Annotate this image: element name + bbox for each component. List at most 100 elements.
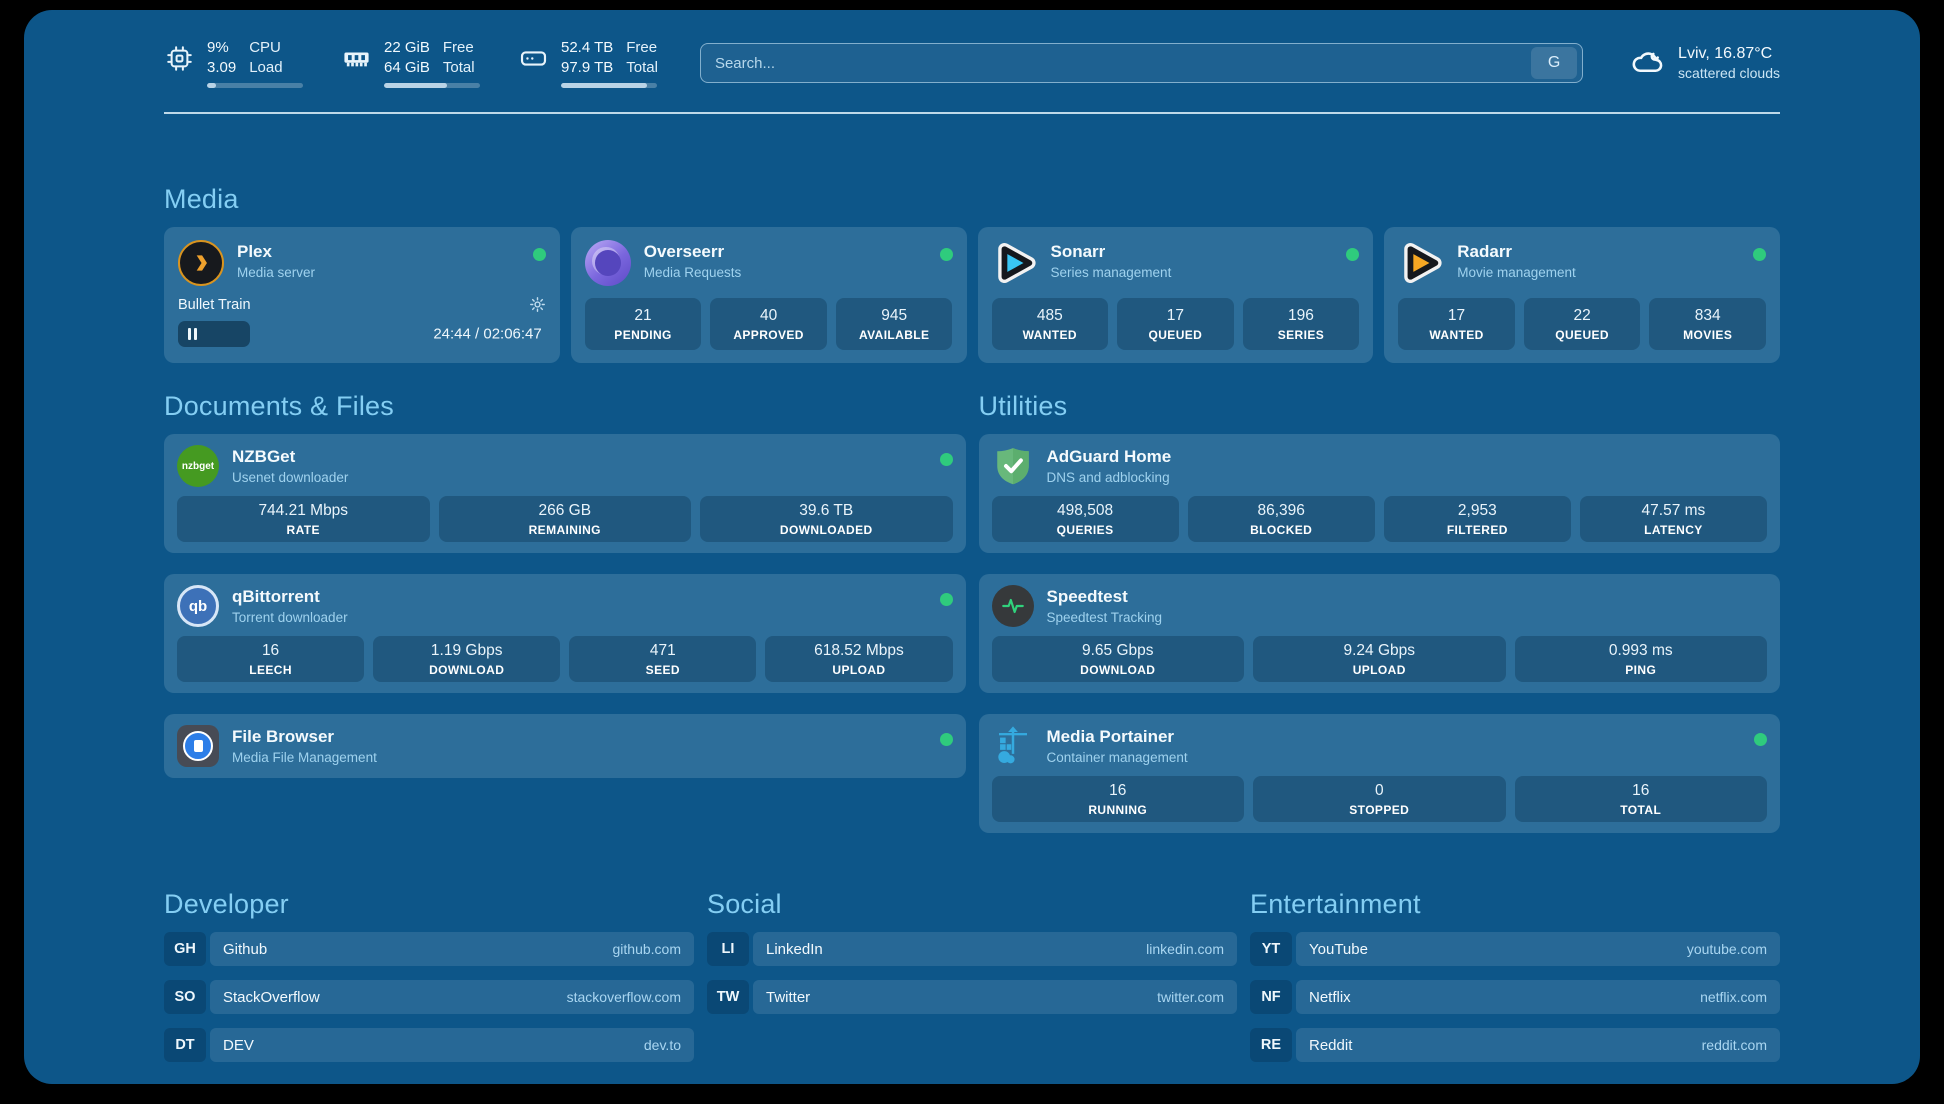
app-card-radarr[interactable]: Radarr Movie management 17 WANTED 22 QUE… bbox=[1384, 227, 1780, 363]
ram-total-value: 64 GiB bbox=[384, 59, 430, 76]
app-name: AdGuard Home bbox=[1046, 447, 1172, 466]
stat-queued: 22 QUEUED bbox=[1523, 298, 1641, 350]
stat-upload: 618.52 Mbps UPLOAD bbox=[765, 636, 953, 682]
stat-blocked: 86,396 BLOCKED bbox=[1187, 496, 1375, 542]
stat-queries: 498,508 QUERIES bbox=[991, 496, 1179, 542]
weather-widget: Lviv, 16.87°C scattered clouds bbox=[1629, 43, 1780, 84]
status-dot bbox=[939, 593, 953, 606]
ram-stat: 22 GiB 64 GiB Free Total bbox=[341, 38, 480, 89]
app-name: Sonarr bbox=[1050, 242, 1106, 261]
link-url: dev.to bbox=[643, 1037, 681, 1053]
speedtest-icon bbox=[991, 585, 1034, 627]
cpu-progress-fill bbox=[207, 83, 216, 89]
link-row-youtube[interactable]: YT YouTube youtube.com bbox=[1250, 932, 1780, 966]
sonarr-icon bbox=[992, 240, 1038, 286]
app-name: Overseerr bbox=[643, 242, 725, 261]
now-playing-title: Bullet Train bbox=[178, 296, 251, 313]
link-name: Twitter bbox=[766, 988, 811, 1006]
link-section-entertainment: Entertainment YT YouTube youtube.com NF … bbox=[1250, 889, 1780, 1076]
link-url: youtube.com bbox=[1686, 941, 1767, 957]
app-card-overseerr[interactable]: Overseerr Media Requests 21 PENDING 40 A… bbox=[570, 227, 967, 363]
stat-total: 16 TOTAL bbox=[1514, 776, 1767, 822]
playback-progress-bar[interactable]: 24:44 / 02:06:47 bbox=[178, 321, 546, 347]
app-subtitle: Series management bbox=[1050, 265, 1172, 280]
link-row-linkedin[interactable]: LI LinkedIn linkedin.com bbox=[707, 932, 1237, 966]
app-name: Plex bbox=[237, 242, 272, 261]
qbittorrent-icon: qb bbox=[177, 585, 219, 627]
ram-progress-fill bbox=[384, 83, 448, 89]
disk-total-label: Total bbox=[626, 59, 658, 76]
section-title-media: Media bbox=[164, 184, 239, 214]
disk-progress-bar bbox=[561, 83, 657, 89]
status-dot bbox=[1346, 248, 1360, 261]
app-card-nzbget[interactable]: nzbget NZBGet Usenet downloader 744.21 M… bbox=[164, 434, 966, 553]
cpu-icon bbox=[164, 45, 194, 72]
playback-progress-fill bbox=[178, 321, 251, 347]
app-subtitle: DNS and adblocking bbox=[1046, 470, 1170, 485]
gear-icon[interactable] bbox=[529, 296, 546, 313]
link-row-reddit[interactable]: RE Reddit reddit.com bbox=[1250, 1028, 1780, 1062]
stat-wanted: 17 WANTED bbox=[1398, 298, 1515, 350]
search-bar[interactable]: G bbox=[699, 43, 1584, 83]
app-card-portainer[interactable]: Media Portainer Container management 16 … bbox=[978, 714, 1780, 833]
link-abbr: GH bbox=[164, 932, 206, 966]
stat-downloaded: 39.6 TB DOWNLOADED bbox=[700, 496, 953, 542]
app-card-adguard[interactable]: AdGuard Home DNS and adblocking 498,508 … bbox=[978, 434, 1780, 553]
link-url: github.com bbox=[612, 941, 681, 957]
app-name: NZBGet bbox=[232, 447, 296, 466]
cpu-usage-label: CPU bbox=[249, 38, 281, 56]
link-row-dev[interactable]: DT DEV dev.to bbox=[164, 1028, 694, 1062]
disk-icon bbox=[518, 44, 548, 73]
link-name: DEV bbox=[223, 1036, 254, 1054]
stat-running: 16 RUNNING bbox=[991, 776, 1244, 822]
app-subtitle: Media File Management bbox=[232, 750, 377, 765]
link-url: reddit.com bbox=[1701, 1037, 1767, 1053]
link-row-netflix[interactable]: NF Netflix netflix.com bbox=[1250, 980, 1780, 1014]
stat-queued: 17 QUEUED bbox=[1117, 298, 1234, 350]
cpu-load-label: Load bbox=[249, 59, 283, 76]
cloud-icon bbox=[1629, 43, 1665, 84]
adguard-icon bbox=[992, 445, 1034, 487]
stat-ping: 0.993 ms PING bbox=[1514, 636, 1767, 682]
status-dot bbox=[939, 453, 953, 466]
stat-latency: 47.57 ms LATENCY bbox=[1579, 496, 1767, 542]
link-section-social: Social LI LinkedIn linkedin.com TW Twitt… bbox=[707, 889, 1237, 1076]
app-card-sonarr[interactable]: Sonarr Series management 485 WANTED 17 Q… bbox=[977, 227, 1374, 363]
link-name: StackOverflow bbox=[223, 988, 320, 1006]
radarr-icon bbox=[1398, 240, 1444, 286]
search-engine-button[interactable]: G bbox=[1531, 47, 1578, 79]
stat-rate: 744.21 Mbps RATE bbox=[177, 496, 430, 542]
pause-icon[interactable] bbox=[188, 328, 191, 340]
cpu-usage-value: 9% bbox=[207, 38, 229, 56]
section-title-developer: Developer bbox=[164, 889, 289, 919]
stat-remaining: 266 GB REMAINING bbox=[438, 496, 691, 542]
app-card-speedtest[interactable]: Speedtest Speedtest Tracking 9.65 Gbps D… bbox=[978, 574, 1780, 693]
app-subtitle: Usenet downloader bbox=[232, 470, 349, 485]
weather-location-temp: Lviv, 16.87°C bbox=[1678, 44, 1773, 62]
dashboard-page: 9% 3.09 CPU Load bbox=[24, 10, 1920, 1084]
app-card-plex[interactable]: Plex Media server Bullet Train bbox=[164, 227, 560, 363]
link-name: Github bbox=[223, 940, 268, 958]
link-row-github[interactable]: GH Github github.com bbox=[164, 932, 694, 966]
app-name: Speedtest bbox=[1046, 587, 1128, 606]
stat-download: 9.65 Gbps DOWNLOAD bbox=[991, 636, 1244, 682]
app-subtitle: Speedtest Tracking bbox=[1046, 610, 1163, 625]
app-card-filebrowser[interactable]: File Browser Media File Management bbox=[164, 714, 966, 778]
disk-free-label: Free bbox=[626, 38, 658, 56]
status-dot bbox=[1754, 733, 1767, 746]
app-subtitle: Media Requests bbox=[643, 265, 742, 280]
link-abbr: YT bbox=[1250, 932, 1292, 966]
ram-free-label: Free bbox=[442, 38, 474, 56]
cpu-progress-bar bbox=[207, 83, 303, 89]
overseerr-icon bbox=[584, 240, 631, 286]
link-name: Netflix bbox=[1309, 988, 1351, 1006]
status-dot bbox=[939, 248, 953, 261]
link-row-stackoverflow[interactable]: SO StackOverflow stackoverflow.com bbox=[164, 980, 694, 1014]
search-input[interactable] bbox=[714, 54, 1532, 72]
stat-stopped: 0 STOPPED bbox=[1253, 776, 1506, 822]
app-card-qbittorrent[interactable]: qb qBittorrent Torrent downloader 16 bbox=[164, 574, 966, 693]
link-section-developer: Developer GH Github github.com SO StackO… bbox=[164, 889, 694, 1076]
link-row-twitter[interactable]: TW Twitter twitter.com bbox=[707, 980, 1237, 1014]
link-abbr: DT bbox=[164, 1028, 206, 1062]
cpu-load-value: 3.09 bbox=[207, 59, 237, 76]
